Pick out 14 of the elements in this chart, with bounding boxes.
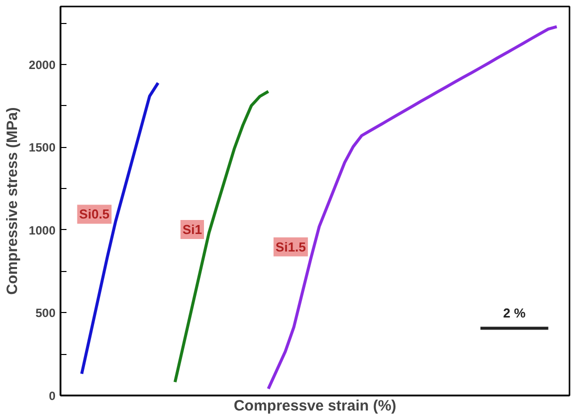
- line-series: [80, 81, 160, 376]
- line-series: [266, 25, 558, 390]
- y-tick-label: 2000: [28, 58, 56, 72]
- annotation: Si1: [182, 222, 202, 237]
- y-axis-title: Compressive stress (MPa): [4, 107, 21, 295]
- annotation: Si0.5: [79, 206, 110, 222]
- y-tick-label: 1000: [28, 223, 56, 238]
- x-axis-title: Compressve strain (%): [234, 398, 396, 414]
- y-tick-label: 0: [48, 389, 56, 403]
- annotation: Si1.5: [276, 239, 306, 254]
- y-tick-label: 500: [35, 306, 56, 320]
- annotation: 2 %: [503, 305, 526, 320]
- y-tick-label: 1500: [28, 140, 56, 155]
- line-series: [174, 90, 270, 384]
